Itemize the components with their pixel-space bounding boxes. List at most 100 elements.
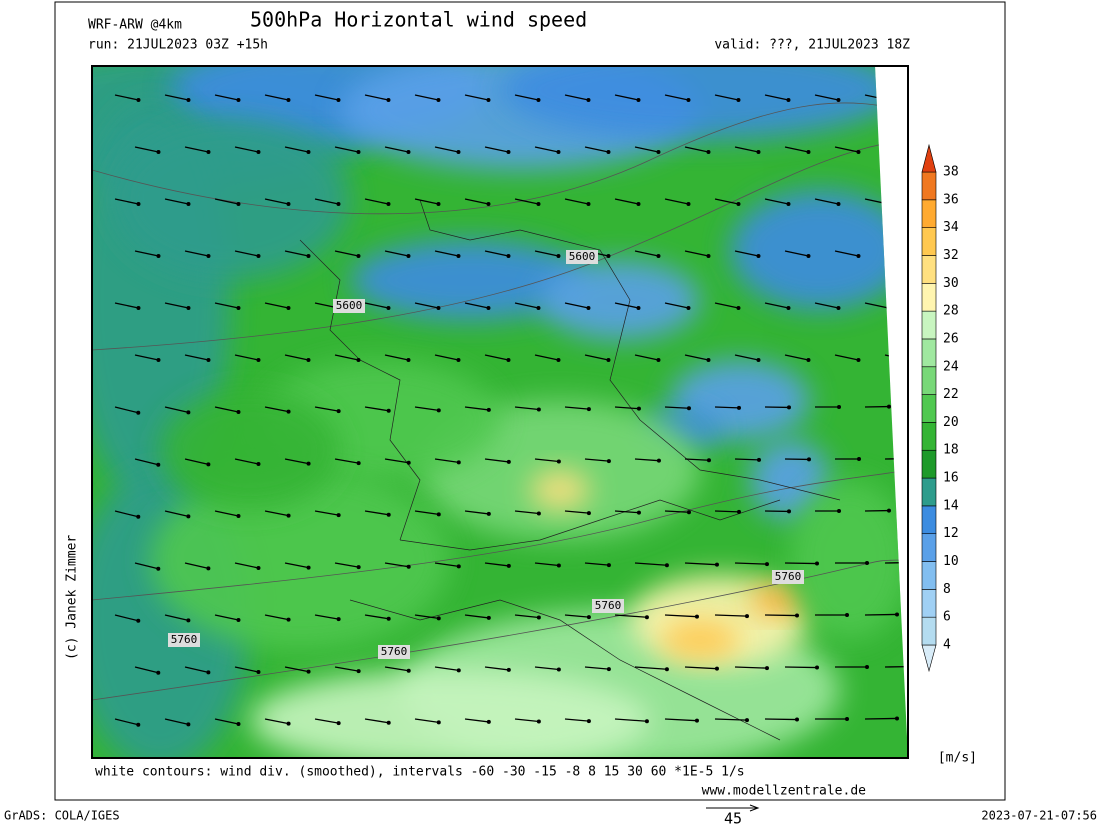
- wind-arrow-head: [136, 201, 141, 206]
- wind-arrow: [484, 458, 511, 464]
- wind-arrow: [764, 613, 799, 618]
- wind-arrow: [434, 354, 461, 362]
- wind-arrow-shaft: [634, 458, 659, 462]
- wind-arrow: [784, 457, 811, 462]
- wind-arrow-head: [586, 511, 591, 516]
- colorbar-bin: [921, 533, 937, 562]
- wind-shade: [250, 670, 650, 758]
- wind-arrow: [284, 458, 311, 466]
- wind-arrow: [334, 562, 361, 570]
- wind-arrow-head: [856, 357, 861, 362]
- wind-arrow-head: [286, 97, 291, 102]
- wind-arrow-shaft: [684, 666, 717, 670]
- border: [299, 239, 421, 541]
- wind-arrow: [835, 561, 869, 565]
- wind-arrow-head: [256, 149, 261, 154]
- colorbar-tick-label: 30: [943, 276, 959, 291]
- wind-arrow-shaft: [264, 198, 289, 205]
- wind-arrow-head: [556, 667, 561, 672]
- colorbar-tick-label: 8: [943, 582, 951, 597]
- colorbar-tick-label: 12: [943, 526, 959, 541]
- wind-arrow-shaft: [384, 562, 409, 568]
- wind-arrow-head: [736, 305, 741, 310]
- wind-arrow-head: [656, 149, 661, 154]
- wind-arrow-head: [356, 253, 361, 258]
- wind-arrow: [114, 718, 141, 727]
- wind-arrow: [634, 562, 669, 568]
- wind-arrow-shaft: [164, 302, 189, 309]
- wind-arrow-head: [794, 613, 799, 618]
- contour-label: 5760: [171, 633, 198, 646]
- wind-arrow-head: [336, 617, 341, 622]
- wind-arrow-shaft: [434, 146, 459, 153]
- wind-arrow-shaft: [664, 406, 690, 409]
- unit-label: [m/s]: [938, 751, 977, 766]
- wind-arrow-shaft: [314, 510, 339, 516]
- contour-label-box: [378, 645, 410, 659]
- wind-arrow-head: [406, 149, 411, 154]
- wind-arrow: [664, 302, 691, 310]
- wind-arrow: [764, 302, 791, 310]
- border: [399, 499, 781, 551]
- wind-arrow-shaft: [284, 562, 309, 569]
- wind-arrow-head: [865, 665, 869, 669]
- colorbar-tick-label: 6: [943, 610, 951, 625]
- wind-arrow-shaft: [814, 94, 839, 101]
- wind-arrow: [464, 510, 491, 516]
- wind-arrow: [684, 354, 711, 362]
- wind-arrow-shaft: [464, 718, 489, 723]
- wind-arrow-shaft: [664, 94, 689, 101]
- wind-arrow-shaft: [164, 198, 189, 205]
- wind-arrow-head: [636, 510, 641, 515]
- wind-arrow-shaft: [164, 94, 189, 101]
- wind-arrow: [414, 198, 441, 206]
- colorbar-bin: [921, 282, 937, 312]
- border: [639, 419, 841, 501]
- wind-arrow-shaft: [784, 250, 809, 257]
- wind-arrow-head: [306, 565, 311, 570]
- wind-arrow: [714, 302, 741, 310]
- wind-arrow: [614, 94, 641, 102]
- wind-arrow-head: [386, 97, 391, 102]
- wind-arrow-head: [756, 357, 761, 362]
- wind-arrow-head: [236, 721, 241, 726]
- wind-arrow-head: [406, 357, 411, 362]
- wind-arrow: [364, 406, 391, 413]
- wind-arrow-shaft: [734, 562, 768, 565]
- wind-shade: [790, 480, 908, 640]
- wind-arrow-shaft: [364, 510, 389, 516]
- wind-arrow: [534, 458, 561, 464]
- contour-label-box: [566, 250, 598, 264]
- wind-arrow: [784, 250, 811, 258]
- wind-arrow-head: [456, 357, 461, 362]
- wind-arrow-head: [644, 719, 649, 724]
- wind-arrow: [334, 146, 361, 154]
- run-label: run: 21JUL2023 03Z +15h: [88, 38, 268, 53]
- wind-arrow: [864, 612, 899, 617]
- wind-arrow-shaft: [114, 406, 139, 414]
- wind-arrow-head: [286, 721, 291, 726]
- wind-arrow: [684, 250, 711, 258]
- wind-arrow: [234, 250, 261, 258]
- wind-arrow: [264, 198, 291, 206]
- wind-arrow-shaft: [434, 458, 459, 463]
- wind-arrow-shaft: [464, 510, 489, 515]
- wind-arrow-shaft: [714, 302, 739, 309]
- wind-arrow-head: [845, 717, 849, 721]
- wind-arrow: [214, 614, 241, 622]
- wind-arrow-head: [794, 717, 799, 722]
- wind-arrow: [514, 406, 541, 412]
- wind-arrow-head: [236, 305, 241, 310]
- wind-arrow-shaft: [734, 146, 759, 153]
- wind-arrow-head: [806, 149, 811, 154]
- wind-arrow: [414, 94, 441, 102]
- wind-arrow-head: [586, 305, 591, 310]
- wind-arrow-head: [336, 409, 341, 414]
- wind-arrow-shaft: [334, 458, 359, 464]
- wind-arrow-shaft: [434, 562, 459, 567]
- wind-arrow-shaft: [634, 146, 659, 153]
- wind-arrow-shaft: [384, 666, 409, 672]
- wind-arrow: [584, 354, 611, 362]
- wind-arrow-head: [865, 561, 869, 565]
- wind-arrow-head: [644, 615, 649, 620]
